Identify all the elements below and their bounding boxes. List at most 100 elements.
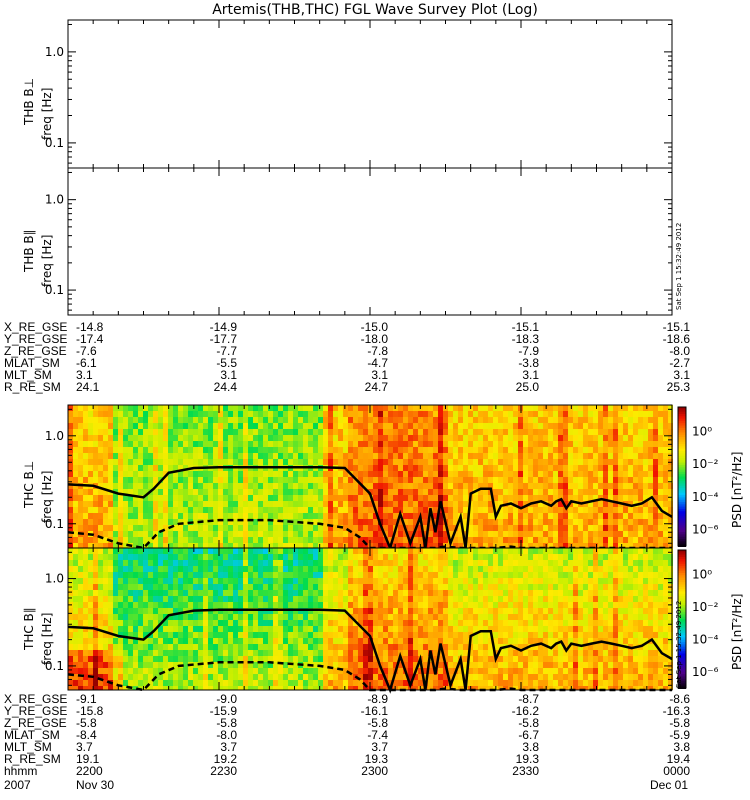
spectrogram-cell — [433, 543, 438, 548]
spectrogram-cell — [618, 513, 623, 519]
spectrogram-cell — [598, 543, 603, 548]
spectrogram-cell — [258, 423, 263, 429]
spectrogram-cell — [308, 435, 313, 441]
spectrogram-cell — [253, 441, 258, 447]
spectrogram-cell — [383, 405, 388, 411]
spectrogram-cell — [473, 602, 478, 608]
spectrogram-cell — [218, 459, 223, 465]
spectrogram-cell — [613, 543, 618, 548]
spectrogram-cell — [103, 662, 108, 668]
spectrogram-cell — [293, 674, 298, 680]
spectrogram-cell — [543, 429, 548, 435]
spectrogram-cell — [338, 614, 343, 620]
spectrogram-cell — [123, 656, 128, 662]
spectrogram-cell — [423, 602, 428, 608]
spectrogram-cell — [98, 554, 103, 560]
spectrogram-cell — [388, 620, 393, 626]
spectrogram-cell — [303, 483, 308, 489]
spectrogram-cell — [338, 501, 343, 507]
spectrogram-cell — [473, 525, 478, 531]
spectrogram-cell — [458, 572, 463, 578]
spectrogram-cell — [428, 441, 433, 447]
spectrogram-cell — [238, 405, 243, 411]
spectrogram-cell — [363, 543, 368, 548]
spectrogram-cell — [183, 554, 188, 560]
spectrogram-cell — [328, 405, 333, 411]
spectrogram-cell — [113, 405, 118, 411]
spectrogram-cell — [298, 650, 303, 656]
spectrogram-cell — [78, 572, 83, 578]
spectrogram-cell — [103, 543, 108, 548]
spectrogram-cell — [343, 507, 348, 513]
spectrogram-cell — [398, 626, 403, 632]
spectrogram-cell — [453, 554, 458, 560]
spectrogram-cell — [443, 668, 448, 674]
spectrogram-cell — [218, 644, 223, 650]
spectrogram-cell — [613, 501, 618, 507]
spectrogram-cell — [88, 459, 93, 465]
spectrogram-cell — [163, 507, 168, 513]
spectrogram-cell — [168, 572, 173, 578]
spectrogram-cell — [668, 519, 673, 525]
spectrogram-cell — [113, 548, 118, 554]
spectrogram-cell — [133, 483, 138, 489]
spectrogram-cell — [118, 584, 123, 590]
spectrogram-cell — [153, 519, 158, 525]
spectrogram-cell — [623, 405, 628, 411]
spectrogram-cell — [88, 638, 93, 644]
spectrogram-cell — [433, 435, 438, 441]
spectrogram-cell — [118, 602, 123, 608]
spectrogram-cell — [373, 662, 378, 668]
spectrogram-cell — [103, 638, 108, 644]
spectrogram-cell — [228, 638, 233, 644]
spectrogram-cell — [583, 495, 588, 501]
spectrogram-cell — [218, 507, 223, 513]
spectrogram-cell — [68, 453, 73, 459]
spectrogram-cell — [178, 513, 183, 519]
spectrogram-cell — [123, 477, 128, 483]
spectrogram-cell — [263, 477, 268, 483]
spectrogram-cell — [143, 447, 148, 453]
spectrogram-cell — [408, 483, 413, 489]
spectrogram-cell — [338, 620, 343, 626]
spectrogram-cell — [413, 566, 418, 572]
spectrogram-cell — [258, 560, 263, 566]
spectrogram-cell — [533, 411, 538, 417]
spectrogram-cell — [183, 405, 188, 411]
spectrogram-cell — [298, 566, 303, 572]
spectrogram-cell — [413, 584, 418, 590]
spectrogram-cell — [528, 435, 533, 441]
spectrogram-cell — [333, 423, 338, 429]
spectrogram-cell — [373, 578, 378, 584]
spectrogram-cell — [498, 537, 503, 543]
spectrogram-cell — [88, 423, 93, 429]
spectrogram-cell — [123, 548, 128, 554]
spectrogram-cell — [308, 686, 313, 690]
spectrogram-cell — [338, 560, 343, 566]
colorbar-segment — [678, 409, 686, 413]
spectrogram-cell — [83, 578, 88, 584]
spectrogram-cell — [93, 417, 98, 423]
spectrogram-cell — [93, 447, 98, 453]
spectrogram-cell — [218, 614, 223, 620]
spectrogram-cell — [248, 423, 253, 429]
spectrogram-cell — [273, 501, 278, 507]
spectrogram-cell — [123, 662, 128, 668]
spectrogram-cell — [243, 638, 248, 644]
spectrogram-cell — [278, 483, 283, 489]
spectrogram-cell — [388, 459, 393, 465]
spectrogram-cell — [148, 668, 153, 674]
spectrogram-cell — [128, 441, 133, 447]
spectrogram-cell — [68, 429, 73, 435]
spectrogram-cell — [68, 644, 73, 650]
spectrogram-cell — [133, 590, 138, 596]
spectrogram-cell — [483, 560, 488, 566]
spectrogram-cell — [478, 519, 483, 525]
spectrogram-cell — [593, 411, 598, 417]
spectrogram-cell — [103, 405, 108, 411]
spectrogram-cell — [253, 620, 258, 626]
spectrogram-cell — [393, 584, 398, 590]
spectrogram-cell — [473, 578, 478, 584]
spectrogram-cell — [503, 507, 508, 513]
spectrogram-cell — [308, 674, 313, 680]
